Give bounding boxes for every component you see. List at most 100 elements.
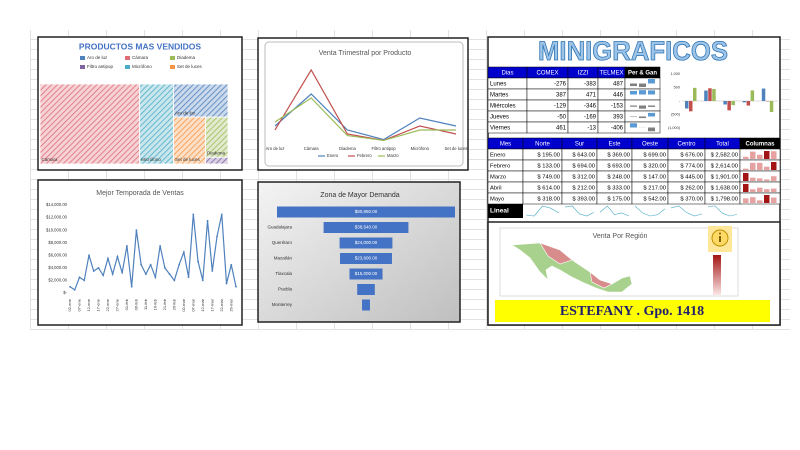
cell-text: $ 2,582.00 [711,152,738,158]
cell-text: $ 774.00 [680,163,703,169]
category-label: Guadalajara [267,225,292,230]
chart-title: Zona de Mayor Demanda [320,192,399,199]
legend-label: Aro de luz [87,55,108,60]
point [230,263,233,266]
map-legend-scale [713,255,721,295]
sparkline-bar [648,127,655,132]
cell-text: $ 195.00 [537,152,560,158]
sparkline-column [743,168,749,170]
legend-label: Febrero [357,153,372,158]
cell-text: 487 [613,81,624,87]
bar [704,90,708,101]
point [107,257,109,260]
header-label: Sur [575,141,584,147]
cell-text: -276 [554,81,567,87]
cell-text: Febrero [490,163,510,169]
cell-text: $ 1,798.00 [711,196,738,202]
cell-text: $ 2,614.00 [711,163,738,169]
sparkline-bar [648,112,655,117]
point [235,285,237,288]
point [187,276,190,279]
cell-text: $ 318.00 [537,196,560,202]
point [173,279,176,282]
series-line [274,93,457,141]
sparkline-column [750,151,756,159]
x-tick-label: 02-ene [67,298,72,311]
sparkline-column [764,195,770,203]
point [220,213,223,216]
sparkline-column [764,179,770,181]
x-tick-label: 07-ene [77,298,82,311]
cell-text: 471 [586,92,597,98]
sparkline-bar [648,90,655,95]
sparkline-line [599,205,630,217]
value-label: $15,000.00 [355,271,378,276]
point [192,213,195,216]
x-tick-label: 26-mar [228,298,233,311]
bar [689,101,693,112]
point [144,273,147,276]
cell-label: Diadema [207,150,226,155]
sparkline-column [771,176,777,181]
funnel-bar [340,253,392,264]
point [216,235,218,238]
point [102,274,105,277]
point [130,285,133,288]
x-tick-label: Set de luces [444,146,467,151]
bar [693,87,697,101]
point [69,285,71,288]
legend-label: Filtro antipop [87,64,114,69]
cell-text: $ 320.00 [643,163,666,169]
cell-text: $ 1,638.00 [711,185,738,191]
cell-text: $ 212.00 [572,185,595,191]
cell-text: $ 133.00 [537,163,560,169]
funnel-bar [323,222,409,233]
cell-text: Enero [490,152,505,158]
sparkline-column [750,177,756,181]
point [168,273,171,276]
cell-text: -153 [611,103,624,109]
chart-title: Mejor Temporada de Ventas [96,190,184,197]
header-label: Columnas [745,141,775,147]
sparkline-column [743,184,749,192]
legend-swatch [80,65,85,69]
bar [685,101,689,109]
sparkline-bar [630,105,637,107]
sparkline-bar [639,116,646,119]
x-tick-label: Diadema [339,146,356,151]
info-icon-bar [719,236,721,242]
header-label: IZZI [578,70,589,76]
sheet-title: MINIGRAFICOS [538,36,728,66]
cell-text: $ 393.00 [572,196,595,202]
cell-text: -169 [584,114,597,120]
bar [731,101,735,106]
sparkline-column [757,178,763,181]
cell-text: Mayo [490,196,504,202]
category-label: Querétaro [272,240,293,245]
point [163,266,166,269]
funnel-bar [339,237,393,249]
bar [723,101,727,105]
sparkline-column [743,198,749,203]
sparkline-line [670,205,703,217]
funnel-bar [277,206,455,218]
cell-label: Micrófono [141,157,161,162]
sparkline-bar [630,83,637,87]
x-tick-label: 07-mar [190,298,195,311]
header-label: Mes [500,141,511,147]
x-tick-label: 17-ene [96,298,101,311]
cell-text: Marzo [490,174,506,180]
treemap-cell [139,83,174,165]
legend-label: Cámara [132,55,149,60]
x-tick-label: Micrófono [411,146,430,151]
point [111,273,114,276]
legend-swatch [125,56,130,60]
value-label: $24,000.00 [355,240,378,245]
x-tick-label: 21-feb [162,298,167,310]
cell-text: Abril [490,185,502,191]
sparkline-column [750,189,756,192]
header-label: Centro [677,141,696,147]
x-tick-label: 06-feb [133,298,138,310]
funnel-bar [357,284,375,295]
